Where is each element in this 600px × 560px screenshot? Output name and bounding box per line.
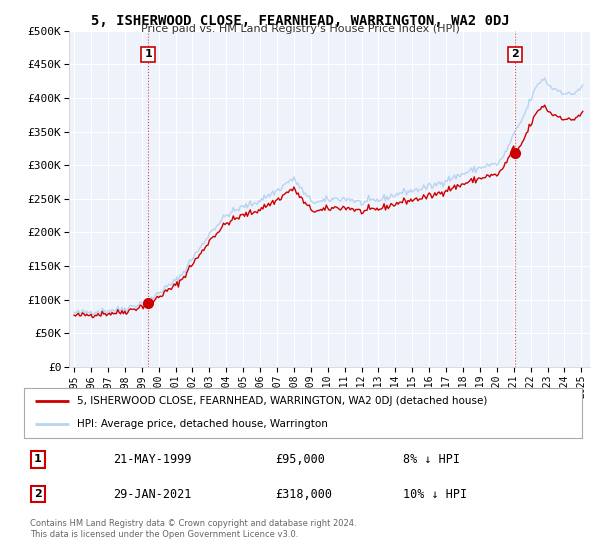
Text: 21-MAY-1999: 21-MAY-1999 bbox=[113, 453, 191, 466]
Text: £95,000: £95,000 bbox=[275, 453, 325, 466]
Text: 2: 2 bbox=[34, 489, 42, 499]
Text: 29-JAN-2021: 29-JAN-2021 bbox=[113, 488, 191, 501]
Text: 1: 1 bbox=[144, 49, 152, 59]
Text: 1: 1 bbox=[34, 454, 42, 464]
Text: 2: 2 bbox=[511, 49, 519, 59]
Text: Price paid vs. HM Land Registry's House Price Index (HPI): Price paid vs. HM Land Registry's House … bbox=[140, 24, 460, 34]
Text: 5, ISHERWOOD CLOSE, FEARNHEAD, WARRINGTON, WA2 0DJ: 5, ISHERWOOD CLOSE, FEARNHEAD, WARRINGTO… bbox=[91, 14, 509, 28]
Text: £318,000: £318,000 bbox=[275, 488, 332, 501]
Text: 10% ↓ HPI: 10% ↓ HPI bbox=[403, 488, 467, 501]
Text: 8% ↓ HPI: 8% ↓ HPI bbox=[403, 453, 460, 466]
Text: HPI: Average price, detached house, Warrington: HPI: Average price, detached house, Warr… bbox=[77, 419, 328, 430]
Text: 5, ISHERWOOD CLOSE, FEARNHEAD, WARRINGTON, WA2 0DJ (detached house): 5, ISHERWOOD CLOSE, FEARNHEAD, WARRINGTO… bbox=[77, 396, 487, 406]
Text: Contains HM Land Registry data © Crown copyright and database right 2024.
This d: Contains HM Land Registry data © Crown c… bbox=[30, 519, 356, 539]
